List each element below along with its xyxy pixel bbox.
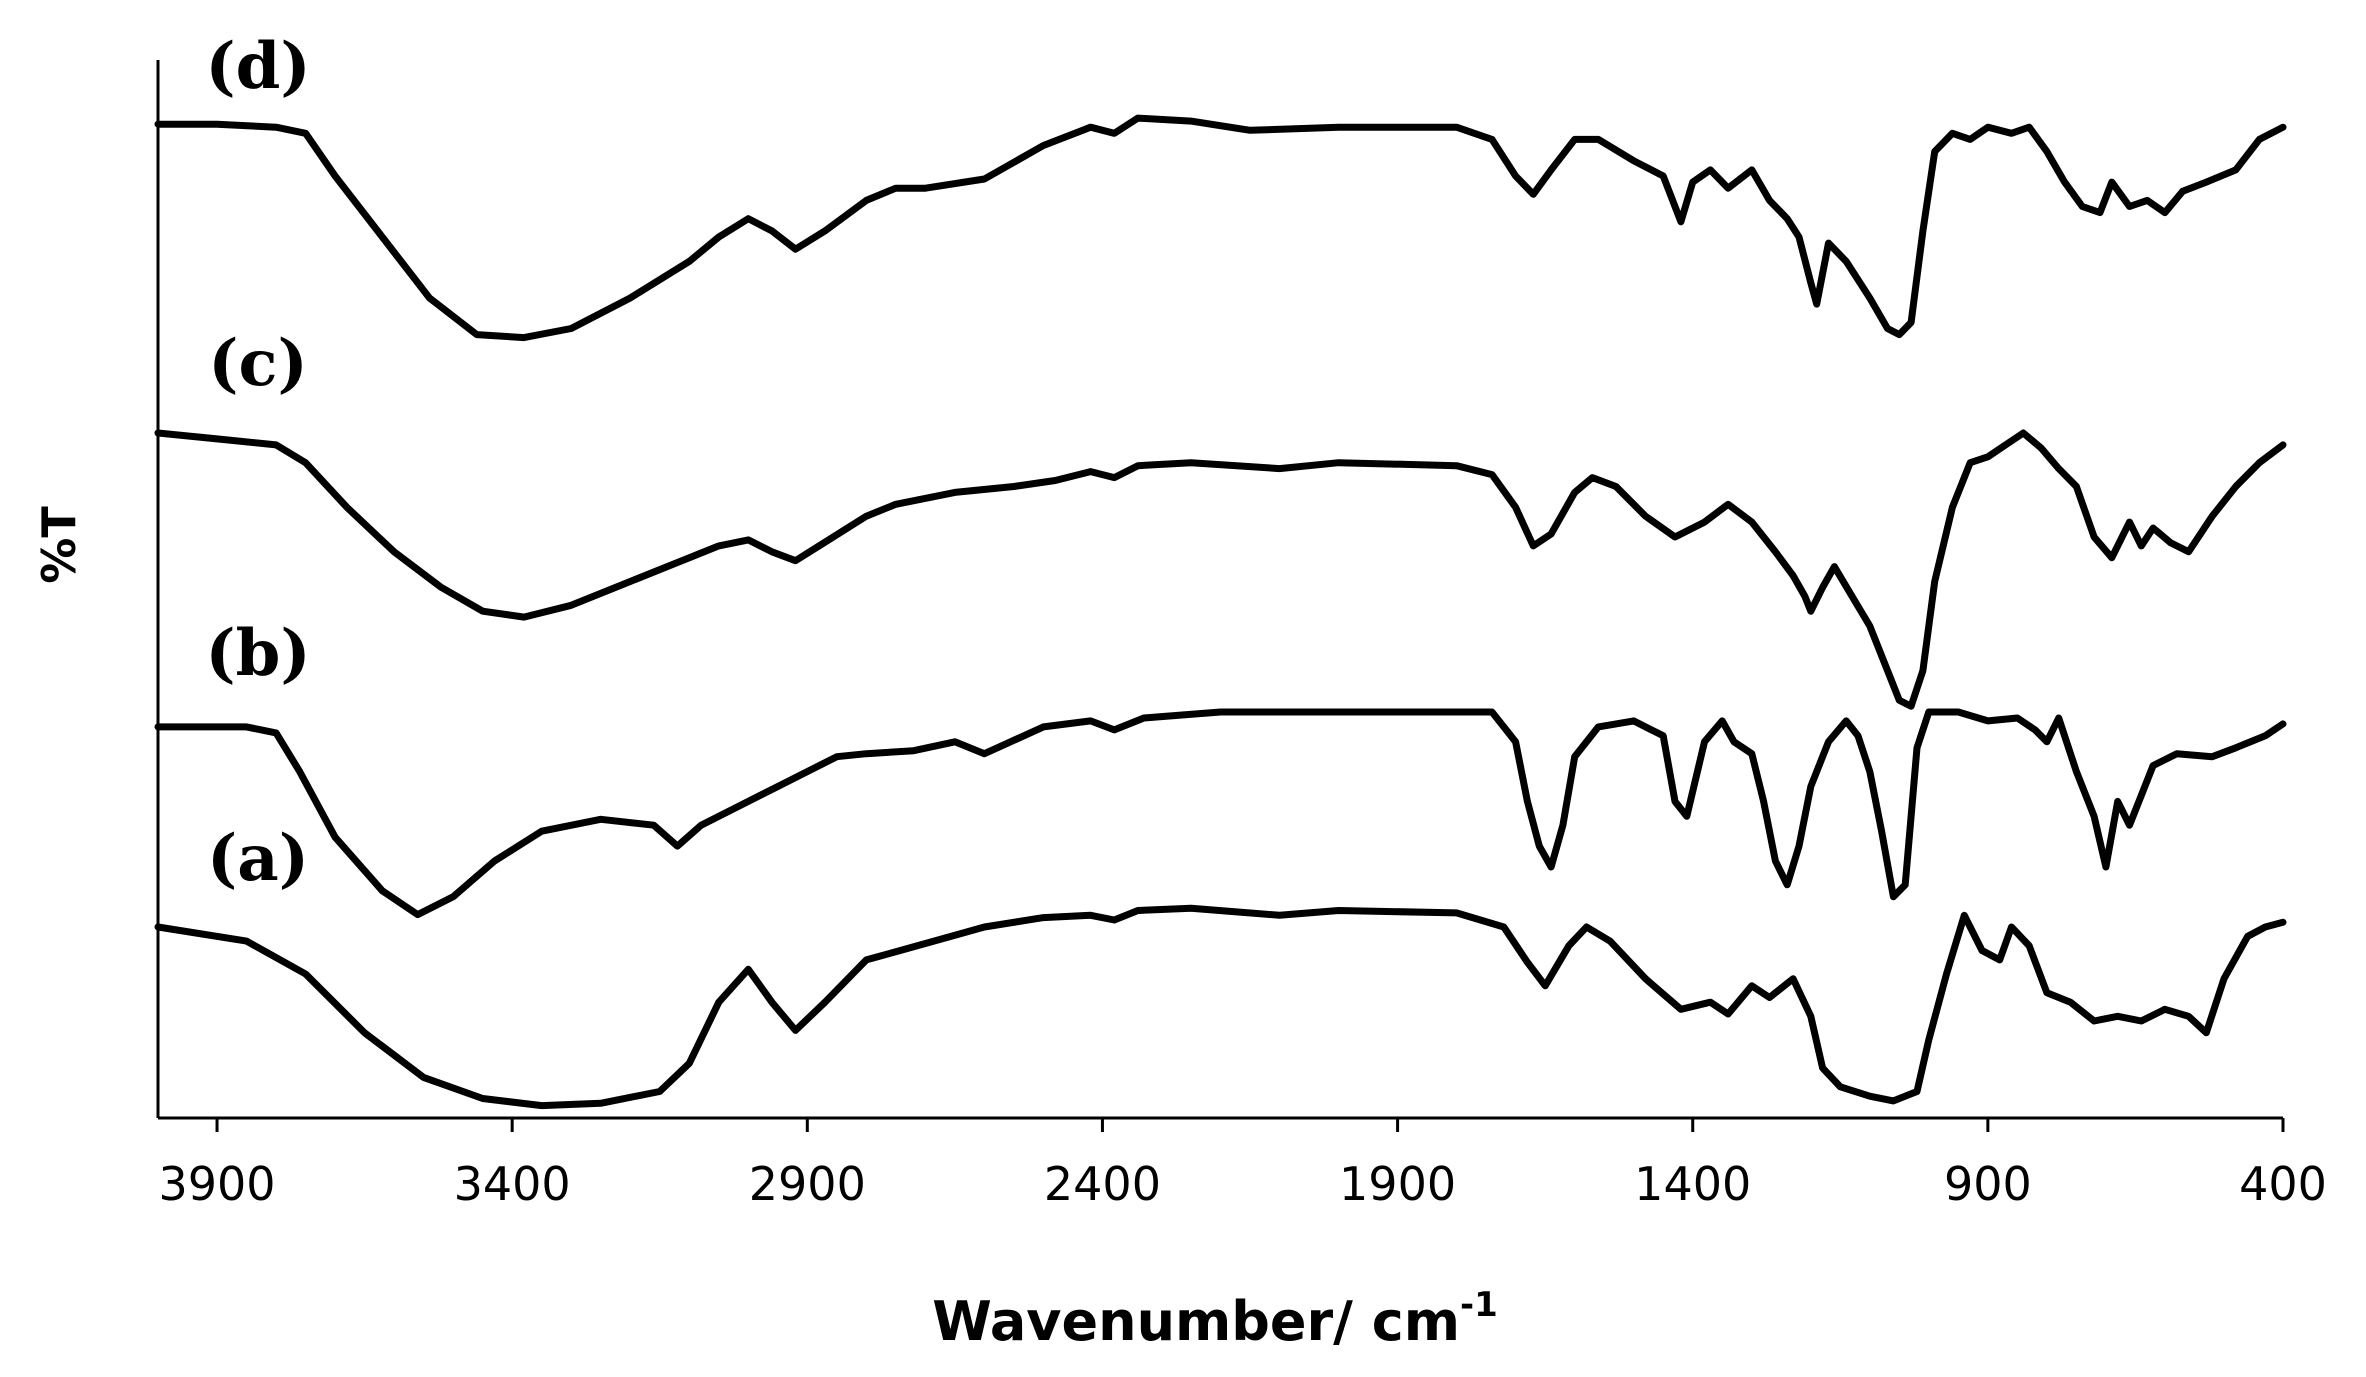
spectra [154,114,2287,1110]
spectrum-label-a: (a) [207,821,309,896]
spectrum-labels: (a) (b) (c) (d) [205,29,310,896]
spectrum-label-b: (b) [205,616,310,691]
spectrum-line-a [154,904,2287,1110]
x-tick-label: 400 [2239,1157,2327,1211]
x-axis-label: Wavenumber/ cm-1 [932,1285,1498,1353]
x-tick-label: 900 [1944,1157,2032,1211]
spectrum-label-c: (c) [208,326,308,401]
spectrum-label-d: (d) [205,29,310,104]
spectrum-line-c [154,429,2287,710]
spectrum-line-d [154,114,2287,342]
x-tick-label: 3900 [158,1157,275,1211]
x-tick-label: 2900 [749,1157,866,1211]
axes: 3900 3400 2900 2400 1900 1400 900 400 [156,60,2327,1211]
spectrum-line-b [154,708,2287,919]
x-tick-label: 1400 [1634,1157,1751,1211]
x-tick-label: 1900 [1339,1157,1456,1211]
x-tick-label: 2400 [1044,1157,1161,1211]
x-tick-label: 3400 [454,1157,571,1211]
y-axis-label: %T [32,506,86,584]
